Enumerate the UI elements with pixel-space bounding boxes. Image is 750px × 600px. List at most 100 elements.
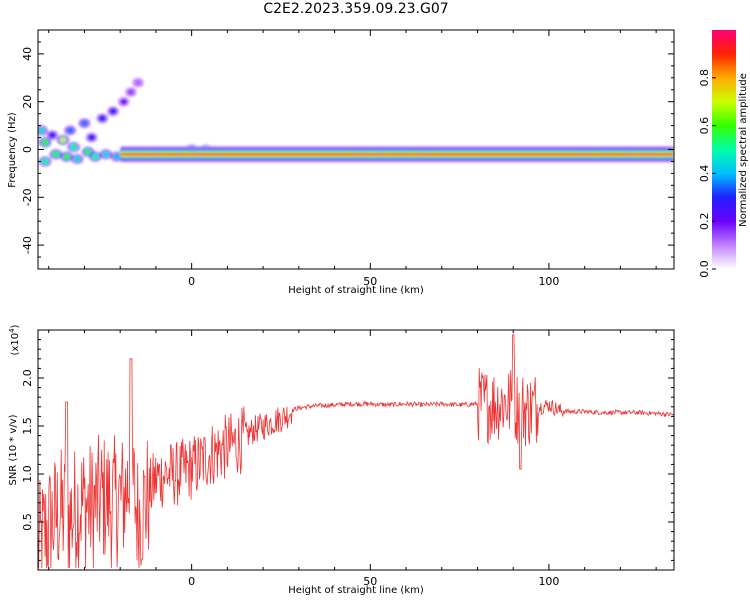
heatmap-main-line-segment xyxy=(388,153,395,156)
heatmap-main-line-segment xyxy=(227,153,234,156)
heatmap-main-line-segment xyxy=(506,153,513,156)
heatmap-main-line-segment xyxy=(130,153,137,156)
snr-axes: 0 50 100 0.5 1.0 1.5 2.0 xyxy=(21,330,674,588)
colorbar-tick-label: 0.2 xyxy=(698,212,711,230)
heatmap-feature-core xyxy=(52,151,60,158)
heatmap-main-line-segment xyxy=(463,153,470,156)
heatmap-main-line-segment xyxy=(548,153,555,156)
heatmap-main-line-segment xyxy=(452,153,459,156)
heatmap-feature-core xyxy=(38,127,46,134)
heatmap-main-line-segment xyxy=(591,153,598,156)
snr-series-line xyxy=(38,334,674,569)
heatmap-feature-core xyxy=(63,153,71,160)
heatmap-main-line-segment xyxy=(238,153,245,156)
snr-y-multiplier: (x104) xyxy=(8,324,21,355)
heatmap-main-line-segment xyxy=(420,153,427,156)
heatmap-main-line-segment xyxy=(409,153,416,156)
heatmap-feature-core xyxy=(102,151,110,158)
heatmap-main-line-segment xyxy=(602,153,609,156)
heatmap-main-line-segment xyxy=(570,153,577,156)
heatmap-x-tick-label: 0 xyxy=(188,275,195,288)
heatmap-main-line-segment xyxy=(581,153,588,156)
heatmap-feature-core xyxy=(91,153,99,160)
heatmap-feature-core xyxy=(84,148,92,155)
heatmap-main-line-segment xyxy=(613,153,620,156)
heatmap-y-tick-label: 0 xyxy=(21,146,34,153)
heatmap-main-line-segment xyxy=(634,153,641,156)
heatmap-plot xyxy=(38,77,674,167)
heatmap-main-line-segment xyxy=(120,153,127,156)
heatmap-y-tick-label: -20 xyxy=(21,188,34,206)
heatmap-feature-core xyxy=(127,89,135,96)
heatmap-main-line-segment xyxy=(345,153,352,156)
colorbar-axis: 0.0 0.2 0.4 0.6 0.8 xyxy=(698,69,716,278)
colorbar-tick-label: 0.8 xyxy=(698,69,711,87)
heatmap-main-line-segment xyxy=(184,153,191,156)
heatmap-main-line-segment xyxy=(516,153,523,156)
heatmap-feature-core xyxy=(120,98,128,105)
heatmap-x-tick-label: 50 xyxy=(363,275,377,288)
heatmap-feature-core xyxy=(66,127,74,134)
snr-y-axis-label: SNR (10 * v/v) xyxy=(8,414,19,485)
snr-x-tick-label: 50 xyxy=(363,575,377,588)
snr-frame xyxy=(37,329,675,571)
heatmap-main-line-segment xyxy=(248,153,255,156)
heatmap-main-line-segment xyxy=(270,153,277,156)
heatmap-feature-core xyxy=(109,108,117,115)
heatmap-main-line-segment xyxy=(377,153,384,156)
snr-y-tick-label: 0.5 xyxy=(21,513,34,531)
colorbar-tick-label: 0.4 xyxy=(698,165,711,183)
heatmap-main-line-segment xyxy=(173,153,180,156)
heatmap-feature-core xyxy=(113,153,121,160)
heatmap-cells xyxy=(38,77,674,167)
snr-x-tick-label: 100 xyxy=(538,575,559,588)
heatmap-main-line-segment xyxy=(356,153,362,156)
heatmap-y-axis-label: Frequency (Hz) xyxy=(7,112,18,188)
heatmap-main-line-segment xyxy=(366,153,373,156)
heatmap-main-line-segment xyxy=(666,153,673,156)
snr-y-tick-label: 2.0 xyxy=(21,369,34,387)
heatmap-main-line-segment xyxy=(216,153,223,156)
heatmap-feature-core xyxy=(98,115,106,122)
snr-y-tick-label: 1.0 xyxy=(21,465,34,483)
heatmap-main-line-segment xyxy=(431,153,438,156)
heatmap-main-line-segment xyxy=(538,153,545,156)
heatmap-main-line-segment xyxy=(495,153,502,156)
colorbar-tick-label: 0.6 xyxy=(698,117,711,135)
heatmap-main-line-segment xyxy=(398,153,405,156)
heatmap-feature-core xyxy=(41,158,49,165)
heatmap-main-line-segment xyxy=(313,153,320,156)
heatmap-feature-core xyxy=(80,120,88,127)
snr-plot xyxy=(38,334,674,569)
heatmap-y-tick-label: -40 xyxy=(21,236,34,254)
heatmap-main-line-segment xyxy=(484,153,491,156)
heatmap-main-line-segment xyxy=(195,153,202,156)
heatmap-feature-core xyxy=(73,156,81,163)
colorbar-label: Normalized spectral amplitude xyxy=(738,73,749,227)
heatmap-x-tick-label: 100 xyxy=(538,275,559,288)
heatmap-feature-core xyxy=(70,144,78,151)
heatmap-main-line-segment xyxy=(259,153,266,156)
heatmap-feature-core xyxy=(134,79,142,86)
heatmap-main-line-segment xyxy=(141,153,148,156)
heatmap-feature-core xyxy=(88,134,96,141)
heatmap-main-line-segment xyxy=(334,153,341,156)
heatmap-main-line-segment xyxy=(645,153,652,156)
snr-x-tick-label: 0 xyxy=(188,575,195,588)
heatmap-feature-core xyxy=(59,136,67,143)
colorbar xyxy=(712,30,736,269)
heatmap-main-line-segment xyxy=(527,153,534,156)
heatmap-main-line-band xyxy=(120,152,674,156)
heatmap-main-line-segment xyxy=(205,153,212,156)
heatmap-main-line-segment xyxy=(323,153,330,156)
heatmap-y-tick-label: 20 xyxy=(21,95,34,109)
heatmap-main-line-segment xyxy=(280,153,287,156)
heatmap-main-line-segment xyxy=(623,153,630,156)
snr-y-tick-label: 1.5 xyxy=(21,417,34,435)
heatmap-axes: 0 50 100 -40 -20 0 20 40 xyxy=(21,30,674,288)
heatmap-main-line-segment xyxy=(473,153,480,156)
heatmap-main-line-segment xyxy=(559,153,566,156)
heatmap-y-tick-label: 40 xyxy=(21,47,34,61)
heatmap-main-line-segment xyxy=(163,153,170,156)
